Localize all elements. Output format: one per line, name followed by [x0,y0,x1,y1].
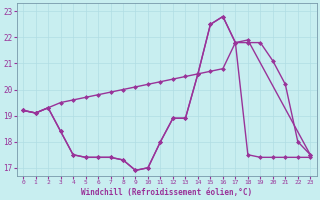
X-axis label: Windchill (Refroidissement éolien,°C): Windchill (Refroidissement éolien,°C) [81,188,252,197]
